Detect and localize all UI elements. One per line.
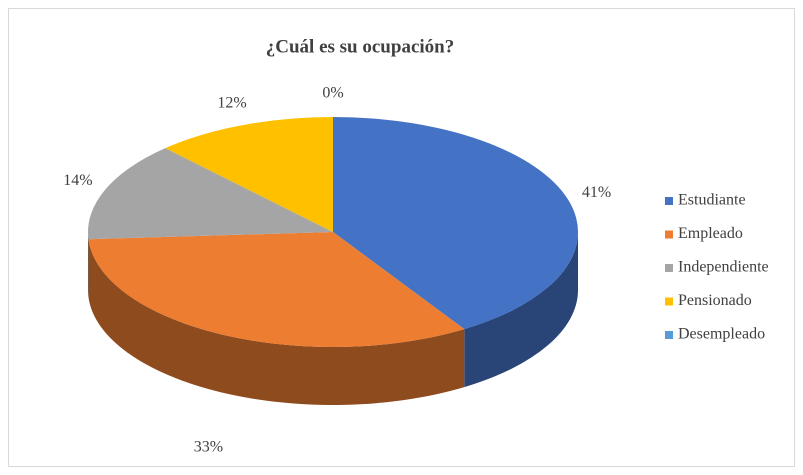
legend-swatch xyxy=(665,297,673,306)
data-label: 33% xyxy=(194,438,223,455)
legend-label: Independiente xyxy=(678,259,769,276)
legend-swatch xyxy=(665,264,673,272)
data-label: 14% xyxy=(63,172,92,189)
legend-label: Estudiante xyxy=(678,192,746,209)
chart-title: ¿Cuál es su ocupación? xyxy=(266,36,454,57)
legend-swatch xyxy=(665,197,673,205)
data-label: 41% xyxy=(582,184,611,201)
data-label: 12% xyxy=(217,94,246,111)
slice xyxy=(88,148,333,240)
legend-label: Empleado xyxy=(678,225,743,242)
legend-label: Pensionado xyxy=(678,292,752,309)
data-label: 0% xyxy=(322,85,343,102)
slice xyxy=(88,232,465,347)
slice-side xyxy=(464,232,578,388)
slice-side xyxy=(88,239,465,406)
legend-swatch xyxy=(665,230,673,239)
legend-label: Desempleado xyxy=(678,326,765,343)
legend-swatch xyxy=(665,331,673,339)
slice xyxy=(333,117,578,330)
slice xyxy=(165,117,333,232)
